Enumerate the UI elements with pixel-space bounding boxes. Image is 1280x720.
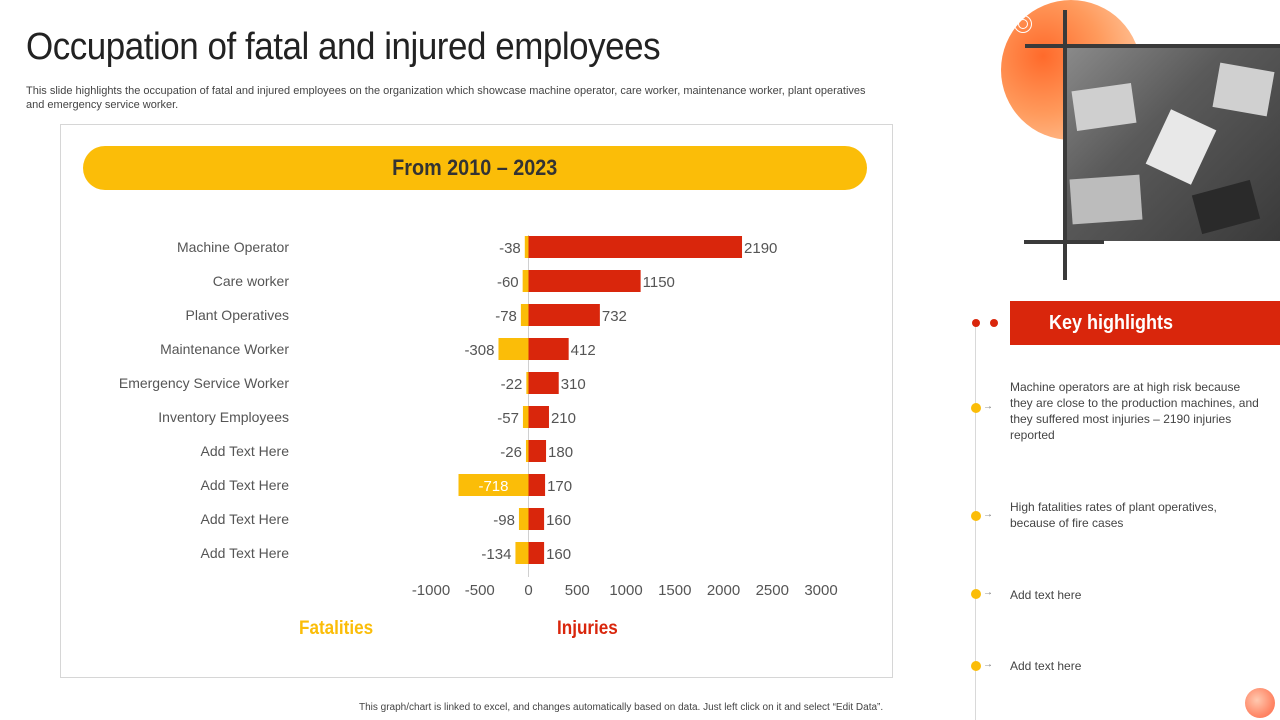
fatalities-data-label: -22 [501,376,523,393]
frame-line [1063,10,1067,280]
target-ring-icon [1014,15,1032,33]
injuries-data-label: 412 [571,342,596,359]
highlight-item: Add text here [1010,659,1082,673]
category-label: Plant Operatives [186,307,290,323]
key-highlights-dot [990,319,998,327]
key-highlights-header [1010,301,1280,345]
timeline-dot [971,511,981,521]
legend-fatalities: Fatalities [299,618,374,639]
injuries-data-label: 210 [551,410,576,427]
injuries-bar [528,270,641,292]
x-tick-label: 0 [524,582,532,599]
injuries-bar [528,508,545,530]
category-label: Inventory Employees [158,409,289,425]
category-label: Add Text Here [201,511,290,527]
fatalities-bar [518,508,529,530]
category-label: Add Text Here [201,477,290,493]
injuries-bar [528,542,545,564]
timeline-dot [971,589,981,599]
x-tick-label: -500 [465,582,495,599]
fatalities-bar [526,372,529,394]
fatalities-bar [522,406,529,428]
x-tick-label: 3000 [804,582,837,599]
arrow-right-icon: → [983,587,993,598]
fatalities-bar [498,338,529,360]
injuries-bar [528,304,600,326]
arrow-right-icon: → [983,509,993,520]
timeline-dot [971,661,981,671]
key-highlights-title: Key highlights [1049,312,1174,334]
timeline-dot [971,403,981,413]
decorative-ball [1245,688,1275,718]
fatalities-bar [458,474,529,496]
page-subtitle: This slide highlights the occupation of … [26,85,866,111]
x-tick-label: 1500 [658,582,691,599]
fatalities-bar [520,304,529,326]
frame-line [1025,44,1280,48]
injuries-data-label: 310 [561,376,586,393]
x-tick-label: -1000 [412,582,450,599]
x-tick-label: 2500 [756,582,789,599]
page-title: Occupation of fatal and injured employee… [26,26,661,68]
fatalities-data-label: -26 [500,444,522,461]
injuries-data-label: 2190 [744,240,777,257]
injuries-data-label: 180 [548,444,573,461]
x-tick-label: 1000 [609,582,642,599]
injuries-bar [528,474,546,496]
fatalities-data-label: -57 [497,410,519,427]
injuries-data-label: 160 [546,546,571,563]
x-tick-label: 500 [565,582,590,599]
fatalities-bar [524,236,529,258]
injuries-bar [528,338,569,360]
fatalities-bar [515,542,529,564]
fatalities-data-label: -718 [478,478,508,495]
injuries-bar [528,372,559,394]
chart-title-banner: From 2010 – 2023 [83,146,867,190]
x-tick-label: 2000 [707,582,740,599]
injuries-data-label: 170 [547,478,572,495]
fatalities-bar [525,440,529,462]
timeline-line [975,323,976,720]
chart-title: From 2010 – 2023 [392,155,558,180]
fatalities-data-label: -60 [497,274,519,291]
category-label: Maintenance Worker [160,341,289,357]
category-label: Add Text Here [201,443,290,459]
fatalities-data-label: -98 [493,512,515,529]
category-label: Care worker [213,273,290,289]
injuries-data-label: 160 [546,512,571,529]
fatalities-data-label: -134 [481,546,511,563]
legend-injuries: Injuries [557,618,618,639]
highlight-item: Add text here [1010,588,1082,602]
arrow-right-icon: → [983,659,993,670]
fatalities-bar [522,270,529,292]
injuries-bar [528,406,549,428]
fatalities-data-label: -308 [464,342,494,359]
injuries-bar [528,236,743,258]
chart-panel: From 2010 – 2023 Machine Operator -38 2190… [60,124,893,678]
frame-line [1024,240,1104,244]
category-label: Emergency Service Worker [119,375,289,391]
category-label: Machine Operator [177,239,289,255]
fatalities-data-label: -38 [499,240,521,257]
category-label: Add Text Here [201,545,290,561]
highlight-item: Machine operators are at high risk becau… [1010,380,1259,442]
arrow-right-icon: → [983,401,993,412]
key-highlights-dot [972,319,980,327]
injuries-data-label: 732 [602,308,627,325]
bar-chart: Machine Operator -38 2190 Care worker -60 115… [119,235,838,599]
footer-note: This graph/chart is linked to excel, and… [359,702,884,713]
injuries-bar [528,440,547,462]
injuries-data-label: 1150 [643,274,675,291]
highlight-item: High fatalities rates of plant operative… [1010,500,1217,530]
office-photo [1066,47,1280,241]
fatalities-data-label: -78 [495,308,517,325]
